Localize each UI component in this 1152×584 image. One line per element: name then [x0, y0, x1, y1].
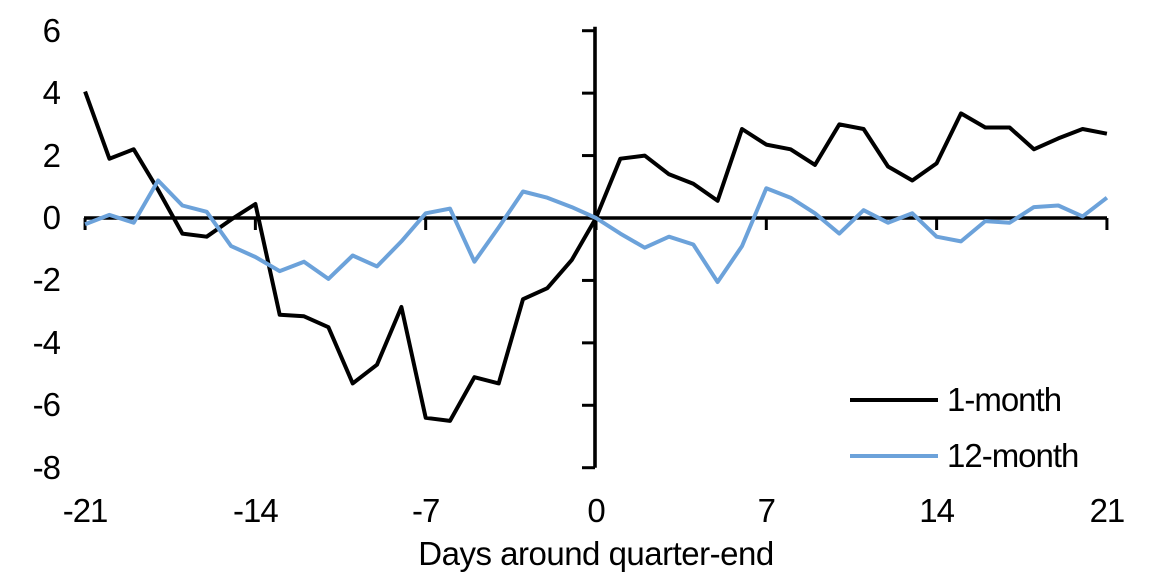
legend-item-1-month: 1-month — [850, 381, 1062, 419]
x-axis-tick-label: 14 — [919, 492, 955, 529]
x-axis-tick-label: -14 — [233, 492, 279, 529]
legend-label: 1-month — [947, 381, 1062, 418]
y-axis-tick-label: -2 — [32, 261, 61, 299]
y-axis-tick-label: -6 — [32, 386, 61, 424]
y-axis-tick-label: 0 — [42, 199, 61, 236]
x-axis-tick-label: -7 — [412, 492, 440, 529]
x-axis-tick-label: 7 — [757, 492, 776, 529]
x-axis-tick-label: 0 — [587, 492, 605, 529]
x-axis-title: Days around quarter-end — [418, 535, 774, 572]
legend-line-sample-12-month — [850, 454, 938, 458]
y-axis-tick-label: -8 — [32, 448, 61, 486]
y-axis-tick-label: -4 — [32, 323, 61, 361]
series-line-12-month — [84, 178, 1109, 284]
y-axis-tick-label: 6 — [42, 11, 61, 49]
legend-label: 12-month — [947, 437, 1079, 474]
y-axis-tick-label: 2 — [42, 136, 61, 174]
x-axis-tick-label: 21 — [1089, 492, 1126, 529]
y-axis-tick-label: 4 — [42, 74, 61, 112]
x-axis-tick-label: -21 — [62, 492, 109, 529]
legend-line-sample-1-month — [850, 398, 938, 402]
legend-item-12-month: 12-month — [850, 437, 1079, 475]
